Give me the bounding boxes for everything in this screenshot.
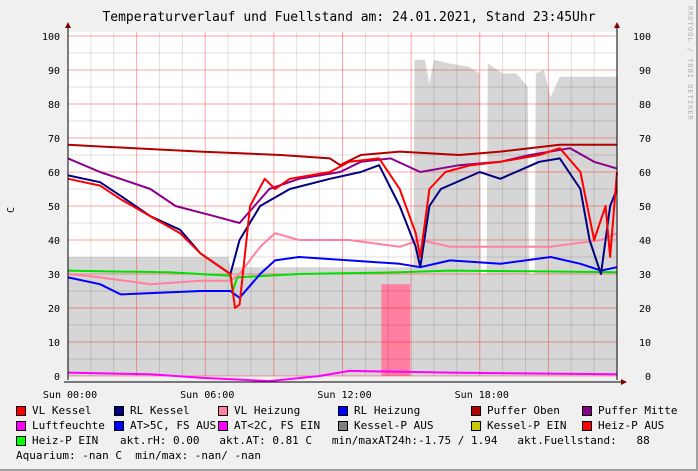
chart-title: Temperaturverlauf und Fuellstand am: 24.… — [102, 10, 595, 25]
legend-swatch — [114, 405, 124, 416]
legend-item-vl-kessel: VL Kessel — [16, 404, 92, 417]
legend-label: VL Heizung — [234, 404, 301, 417]
legend-item-puffer-oben: Puffer Oben — [471, 404, 560, 417]
legend-label: Kessel-P EIN — [487, 419, 567, 432]
x-tick-label: Sun 18:00 — [455, 390, 509, 400]
legend-item-kessel-p-aus: Kessel-P AUS — [338, 419, 433, 432]
legend-item-luftfeuchte: Luftfeuchte — [16, 419, 105, 432]
y-tick-label-left: 10 — [48, 338, 60, 349]
series-puffer-mitte — [67, 147, 618, 224]
series-vl-kessel — [67, 147, 618, 309]
legend-item-rl-kessel: RL Kessel — [114, 404, 190, 417]
legend-label: AT>5C, FS AUS — [130, 419, 217, 432]
legend-row: Luftfeuchte AT>5C, FS AUS AT<2C, FS EIN Kes… — [16, 419, 664, 434]
legend-label: Heiz-P AUS — [598, 419, 665, 432]
y-tick-label-left: 40 — [48, 236, 60, 247]
legend-label: VL Kessel — [32, 404, 92, 417]
chart: Temperaturverlauf und Fuellstand am: 24.… — [6, 10, 651, 401]
legend-swatch — [16, 405, 26, 416]
legend-swatch — [114, 420, 124, 431]
legend-item-puffer-mitte: Puffer Mitte — [582, 404, 677, 417]
x-tick-label: Sun 06:00 — [180, 390, 234, 400]
legend-row: Heiz-P EIN akt.rH: 0.00 akt.AT: 0.81 C mi… — [16, 434, 650, 449]
legend-swatch — [338, 420, 348, 431]
axis-arrow-icon — [614, 22, 620, 28]
series-heiz-p-ein — [67, 269, 618, 292]
legend-swatch — [218, 420, 228, 431]
y-tick-label-left: 90 — [48, 66, 60, 77]
legend-swatch — [582, 405, 592, 416]
legend-item-rl-heizung: RL Heizung — [338, 404, 420, 417]
legend-swatch — [16, 420, 26, 431]
legend: VL Kessel RL Kessel VL Heizung RL Heizung Pu… — [16, 404, 677, 464]
legend-label: Heiz-P EIN — [32, 434, 99, 447]
y-tick-label-right: 0 — [645, 372, 651, 383]
x-tick-label: Sun 00:00 — [43, 390, 97, 400]
legend-item-vl-heizung: VL Heizung — [218, 404, 300, 417]
current-values-text: akt.rH: 0.00 akt.AT: 0.81 C min/maxAT24h… — [120, 434, 650, 447]
y-tick-label-right: 60 — [639, 168, 651, 179]
y-tick-label-right: 20 — [639, 304, 651, 315]
legend-swatch — [16, 435, 26, 446]
legend-label: RL Heizung — [354, 404, 421, 417]
y-tick-label-right: 70 — [639, 134, 651, 145]
series-puffer-oben — [67, 143, 617, 167]
legend-swatch — [338, 405, 348, 416]
y-tick-label-right: 30 — [639, 270, 651, 281]
legend-item-heiz-p-aus: Heiz-P AUS — [582, 419, 664, 432]
legend-label: Luftfeuchte — [32, 419, 105, 432]
y-tick-label-left: 60 — [48, 168, 60, 179]
y-axis-label: C — [6, 207, 17, 213]
y-tick-label-right: 100 — [633, 32, 651, 43]
aquarium-text: Aquarium: -nan C min/max: -nan/ -nan — [16, 449, 262, 462]
y-tick-label-left: 100 — [42, 32, 60, 43]
legend-swatch — [218, 405, 228, 416]
y-tick-label-left: 50 — [48, 202, 60, 213]
legend-label: Puffer Oben — [487, 404, 560, 417]
y-tick-label-right: 10 — [639, 338, 651, 349]
watermark: RRDTOOL / TOBI OETIKER — [686, 6, 694, 121]
legend-label: RL Kessel — [130, 404, 190, 417]
legend-item-heiz-p-ein: Heiz-P EIN — [16, 434, 98, 447]
area-heiz-p-aus-fill — [381, 284, 410, 376]
legend-swatch — [471, 420, 481, 431]
y-tick-label-left: 70 — [48, 134, 60, 145]
series-rl-heizung — [67, 256, 618, 299]
series-rl-kessel — [67, 157, 618, 275]
legend-row: VL Kessel RL Kessel VL Heizung RL Heizung Pu… — [16, 404, 677, 419]
series-vl-heizung — [67, 232, 618, 286]
legend-label: AT<2C, FS EIN — [234, 419, 321, 432]
x-tick-label: Sun 12:00 — [317, 390, 371, 400]
y-tick-label-right: 90 — [639, 66, 651, 77]
area-fuellstand — [68, 59, 617, 377]
legend-label: Puffer Mitte — [598, 404, 678, 417]
legend-label: Kessel-P AUS — [354, 419, 434, 432]
axis-arrow-icon — [621, 379, 627, 385]
y-tick-label-left: 20 — [48, 304, 60, 315]
axis-arrow-icon — [65, 22, 71, 28]
legend-item-at-2c-fs-ein: AT<2C, FS EIN — [218, 419, 320, 432]
y-tick-label-right: 40 — [639, 236, 651, 247]
legend-item-at-5c-fs-aus: AT>5C, FS AUS — [114, 419, 216, 432]
y-tick-label-left: 80 — [48, 100, 60, 111]
y-tick-label-right: 80 — [639, 100, 651, 111]
series-luftfeuchte — [67, 369, 618, 383]
y-tick-label-left: 30 — [48, 270, 60, 281]
legend-swatch — [582, 420, 592, 431]
legend-item-kessel-p-ein: Kessel-P EIN — [471, 419, 566, 432]
y-tick-label-left: 0 — [54, 372, 60, 383]
legend-swatch — [471, 405, 481, 416]
y-tick-label-right: 50 — [639, 202, 651, 213]
